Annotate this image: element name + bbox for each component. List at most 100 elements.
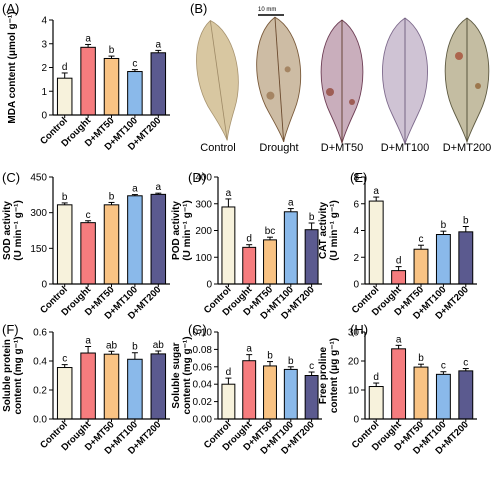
significance-letter: b xyxy=(109,45,115,56)
significance-letter: c xyxy=(463,358,468,369)
y-tick-label: 400 xyxy=(195,173,212,184)
bar xyxy=(304,375,319,420)
significance-letter: a xyxy=(373,186,379,197)
y-tick-label: 20 xyxy=(348,357,360,368)
significance-letter: ab xyxy=(106,340,118,351)
bar xyxy=(80,222,96,285)
bar xyxy=(368,386,384,420)
bar xyxy=(242,246,257,285)
y-tick-label: 3 xyxy=(41,39,47,50)
bar xyxy=(127,195,143,285)
leaf-dmt100-photo xyxy=(382,17,428,146)
bar xyxy=(304,229,319,285)
bar xyxy=(458,231,474,285)
caption-control: Control xyxy=(200,142,235,154)
bar xyxy=(80,46,96,116)
panel-letter-h: (H) xyxy=(350,322,368,337)
bar xyxy=(221,206,236,285)
bar xyxy=(435,373,451,420)
y-axis-label: Soluble proteincontent (mg g⁻¹) xyxy=(2,336,24,414)
y-tick-label: 0.4 xyxy=(33,357,47,368)
y-tick-label: 0 xyxy=(206,280,212,291)
chart-panel-f: (F) 0.0 0.2 0.4 0.6 Soluble proteincontent (m… xyxy=(2,322,170,457)
y-tick-label: 0.06 xyxy=(193,362,213,373)
bar xyxy=(263,365,277,420)
significance-letter: c xyxy=(309,361,314,372)
y-tick-label: 450 xyxy=(30,173,47,184)
chart-panel-d: (D) 0 100 200 300 400 POD activity(U min⁻¹ g⁻¹… xyxy=(171,170,322,322)
panel-letter-d: (D) xyxy=(188,170,206,185)
scale-bar-label: 10 mm xyxy=(258,7,276,13)
significance-letter: b xyxy=(418,353,424,364)
bar xyxy=(127,71,143,116)
significance-letter: d xyxy=(226,367,232,378)
y-axis-label: SOD activity(U min⁻¹ g⁻¹) xyxy=(2,200,24,261)
panel-letter-g: (G) xyxy=(188,322,207,337)
significance-letter: b xyxy=(109,191,115,202)
significance-letter: c xyxy=(419,234,424,245)
y-tick-label: 10 xyxy=(348,386,360,397)
significance-letter: b xyxy=(288,356,294,367)
y-tick-label: 0.6 xyxy=(33,328,47,339)
y-tick-label: 6 xyxy=(353,199,359,210)
bar xyxy=(413,366,429,420)
significance-letter: a xyxy=(132,184,138,195)
bar xyxy=(56,204,73,285)
y-tick-label: 8 xyxy=(353,173,359,184)
y-tick-label: 300 xyxy=(195,199,212,210)
significance-letter: c xyxy=(441,361,446,372)
y-tick-label: 1 xyxy=(41,87,47,98)
y-axis-label: Soluble sugarcontent (mg g⁻¹) xyxy=(171,336,193,414)
panel-letter-a: (A) xyxy=(2,1,19,16)
caption-dmt200: D+MT200 xyxy=(443,142,492,154)
bar xyxy=(391,270,407,285)
caption-dmt50: D+MT50 xyxy=(321,142,364,154)
bar xyxy=(150,52,167,116)
significance-letter: a xyxy=(396,334,402,345)
bar xyxy=(150,353,167,420)
bar xyxy=(56,77,73,116)
significance-letter: d xyxy=(246,234,252,245)
y-tick-label: 0 xyxy=(41,111,47,122)
significance-letter: b xyxy=(309,212,315,223)
bar xyxy=(263,239,277,285)
caption-dmt100: D+MT100 xyxy=(381,142,430,154)
leaf-control-photo xyxy=(196,20,239,141)
y-tick-label: 30 xyxy=(348,328,360,339)
y-tick-label: 0 xyxy=(353,280,359,291)
y-tick-label: 100 xyxy=(195,253,212,264)
bar xyxy=(242,360,257,420)
significance-letter: a xyxy=(156,39,162,50)
leaf-drought-photo xyxy=(256,16,302,142)
bar xyxy=(103,57,120,116)
significance-letter: b xyxy=(441,220,447,231)
significance-letter: c xyxy=(86,210,91,221)
bar xyxy=(368,200,384,285)
bar xyxy=(127,358,143,420)
y-tick-label: 0.02 xyxy=(193,397,213,408)
significance-letter: a xyxy=(85,33,91,44)
y-tick-label: 0 xyxy=(353,415,359,426)
significance-letter: b xyxy=(132,342,138,353)
panel-letter-f: (F) xyxy=(2,322,19,337)
significance-letter: ab xyxy=(153,340,165,351)
bar xyxy=(150,193,167,285)
bar xyxy=(283,211,298,285)
panel-b-leaf-photos: (B) 10 mm xyxy=(188,0,500,160)
bar xyxy=(221,383,236,420)
significance-letter: b xyxy=(62,192,68,203)
y-tick-label: 0.00 xyxy=(193,415,213,426)
y-tick-label: 2 xyxy=(353,253,359,264)
significance-letter: a xyxy=(85,336,91,347)
panel-b-letter: (B) xyxy=(190,1,207,16)
y-tick-label: 300 xyxy=(30,208,47,219)
significance-letter: d xyxy=(396,256,402,267)
y-tick-label: 0.0 xyxy=(33,415,47,426)
y-tick-label: 0.2 xyxy=(33,386,47,397)
bar xyxy=(413,248,429,285)
significance-letter: bc xyxy=(265,226,276,237)
bar xyxy=(103,353,120,420)
